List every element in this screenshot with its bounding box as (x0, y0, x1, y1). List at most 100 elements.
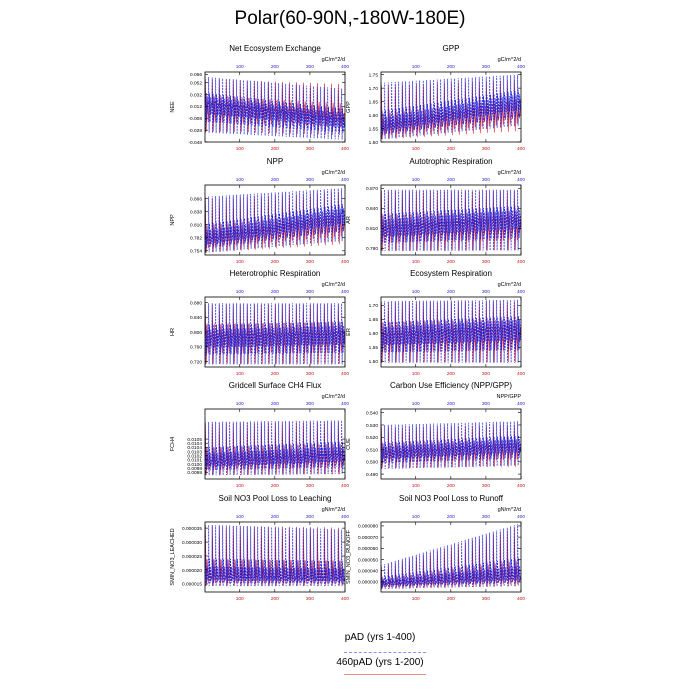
chart-panel-8: Carbon Use Efficiency (NPP/GPP) NPP/GPP CU… (346, 381, 525, 489)
x-tick-label-bottom: 100 (412, 483, 420, 489)
x-tick-label-top: 100 (412, 177, 420, 183)
x-tick-label-top: 400 (341, 514, 349, 520)
series-line (204, 76, 346, 140)
y-tick-label: 1.65 (369, 317, 379, 323)
y-tick-label: 0.866 (190, 196, 202, 202)
x-tick-label-top: 200 (447, 177, 455, 183)
y-tick-label: 0.000040 (358, 569, 378, 575)
x-tick-label-bottom: 400 (517, 483, 525, 489)
x-tick-label-bottom: 100 (412, 259, 420, 265)
y-tick-label: -0.048 (188, 140, 202, 146)
y-tick-label: 0.510 (366, 447, 378, 453)
x-tick-label-bottom: 400 (341, 259, 349, 265)
legend-label-460pad: 460pAD (yrs 1-200) (336, 657, 424, 668)
chart-title: Ecosystem Respiration (410, 269, 492, 278)
y-tick-label: 0.032 (190, 92, 202, 98)
y-tick-label: 0.0102 (187, 453, 202, 459)
chart-panel-6: Ecosystem Respiration gC/m^2/d ER 1.50 1.55 1… (346, 269, 525, 377)
y-tick-label: 0.0098 (187, 466, 202, 472)
x-tick-label-bottom: 100 (236, 596, 244, 602)
x-tick-label-top: 300 (306, 177, 314, 183)
x-tick-label-bottom: 200 (271, 483, 279, 489)
x-tick-label-bottom: 200 (271, 371, 279, 377)
units-label: gC/m^2/d (322, 57, 345, 63)
y-tick-label: 0.760 (190, 345, 202, 351)
y-tick-label: 0.0098 (187, 470, 202, 476)
x-tick-label-top: 300 (482, 64, 490, 70)
x-tick-label-bottom: 300 (306, 596, 314, 602)
y-tick-label: 0.520 (366, 435, 378, 441)
x-tick-label-bottom: 400 (517, 371, 525, 377)
x-tick-label-bottom: 400 (517, 146, 525, 152)
x-tick-label-top: 100 (412, 64, 420, 70)
y-tick-label: 0.810 (366, 226, 378, 232)
units-label: gC/m^2/d (322, 170, 345, 176)
x-tick-label-bottom: 400 (517, 259, 525, 265)
x-tick-label-bottom: 200 (447, 146, 455, 152)
units-label: gC/m^2/d (498, 57, 521, 63)
chart-panel-2: GPP gC/m^2/d GPP 1.50 1.55 1.60 1.65 1.70 1.75 10… (346, 44, 525, 152)
y-tick-label: 0.810 (190, 222, 202, 228)
y-tick-label: 0.720 (190, 359, 202, 365)
x-tick-label-top: 400 (341, 64, 349, 70)
y-axis-label: NPP (170, 214, 176, 226)
x-tick-label-top: 100 (412, 514, 420, 520)
x-tick-label-top: 100 (236, 401, 244, 407)
chart-title: Autotrophic Respiration (409, 157, 492, 166)
x-tick-label-top: 200 (271, 289, 279, 295)
y-tick-label: 0.000035 (182, 526, 202, 532)
x-tick-label-top: 400 (517, 64, 525, 70)
chart-title: Soil NO3 Pool Loss to Runoff (399, 494, 504, 503)
y-tick-label: 1.60 (369, 113, 379, 119)
x-tick-label-bottom: 300 (482, 259, 490, 265)
x-tick-label-top: 400 (341, 289, 349, 295)
y-tick-label: 0.000060 (358, 546, 378, 552)
x-tick-label-top: 300 (482, 289, 490, 295)
x-tick-label-top: 100 (236, 289, 244, 295)
x-tick-label-bottom: 300 (306, 146, 314, 152)
x-tick-label-top: 100 (236, 177, 244, 183)
x-tick-label-top: 300 (306, 289, 314, 295)
y-tick-label: 0.000030 (358, 580, 378, 586)
x-tick-label-top: 100 (412, 289, 420, 295)
y-tick-label: 0.0101 (187, 458, 202, 464)
series-line (380, 528, 521, 589)
legend-line-460pad (344, 674, 426, 675)
x-tick-label-top: 400 (517, 401, 525, 407)
units-label: gC/m^2/d (322, 394, 345, 400)
x-tick-label-top: 200 (447, 289, 455, 295)
x-tick-label-bottom: 400 (341, 371, 349, 377)
x-tick-label-bottom: 300 (306, 483, 314, 489)
y-tick-label: 0.530 (366, 423, 378, 429)
y-tick-label: 1.60 (369, 331, 379, 337)
series-line (380, 299, 522, 363)
chart-panel-3: NPP gC/m^2/d NPP 0.754 0.782 0.810 0.838 0.866 1… (170, 157, 349, 265)
y-tick-label: 0.490 (366, 472, 378, 478)
x-tick-label-bottom: 200 (447, 483, 455, 489)
y-tick-label: 0.0103 (187, 449, 202, 455)
series-line (380, 189, 522, 252)
y-tick-label: 0.0105 (187, 437, 202, 443)
y-tick-label: 0.754 (190, 249, 202, 255)
x-tick-label-top: 400 (517, 177, 525, 183)
chart-title: Carbon Use Efficiency (NPP/GPP) (390, 381, 512, 390)
x-tick-label-top: 200 (447, 514, 455, 520)
x-tick-label-top: 100 (236, 64, 244, 70)
y-tick-label: 0.0100 (187, 462, 202, 468)
x-tick-label-top: 200 (271, 514, 279, 520)
x-tick-label-bottom: 100 (236, 371, 244, 377)
y-tick-label: 0.0104 (187, 445, 202, 451)
series-line (204, 188, 346, 253)
y-tick-label: 0.870 (366, 186, 378, 192)
y-tick-label: 1.70 (369, 303, 379, 309)
x-tick-label-top: 300 (482, 401, 490, 407)
y-tick-label: 0.000015 (182, 582, 202, 588)
x-tick-label-bottom: 400 (517, 596, 525, 602)
chart-title: Heterotrophic Respiration (230, 269, 321, 278)
units-label: gC/m^2/d (498, 170, 521, 176)
y-tick-label: 0.012 (190, 104, 202, 110)
chart-title: GPP (443, 44, 460, 53)
x-tick-label-top: 100 (236, 514, 244, 520)
y-axis-label: GPP (346, 101, 352, 113)
x-tick-label-bottom: 400 (341, 146, 349, 152)
